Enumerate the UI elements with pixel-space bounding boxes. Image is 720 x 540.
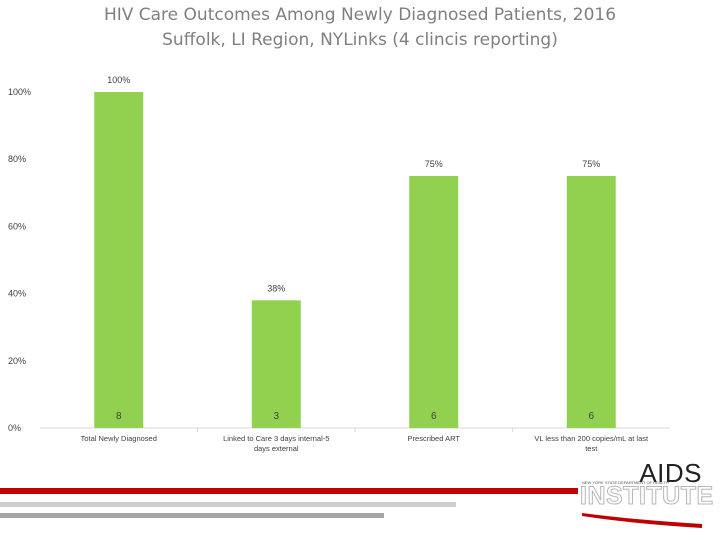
- footer-gray-bar-2: [0, 513, 384, 518]
- logo-tagline: NEW YORK STATE DEPARTMENT OF HEALTH: [582, 480, 669, 485]
- logo-aids-text: AIDS: [639, 458, 702, 488]
- y-tick-label: 0%: [8, 423, 21, 433]
- x-category-label-line: test: [585, 444, 598, 453]
- bar-count-label: 6: [588, 411, 594, 422]
- x-category-label-line: Linked to Care 3 days internal-5: [223, 434, 329, 443]
- y-tick-label: 20%: [8, 356, 26, 366]
- logo-institute-text: INSTITUTE: [580, 482, 714, 511]
- bar-value-label: 75%: [582, 159, 600, 169]
- logo-swoosh-icon: [582, 513, 702, 528]
- bar-value-label: 100%: [107, 75, 130, 85]
- x-category-label-line: Total Newly Diagnosed: [81, 434, 157, 443]
- bar-value-label: 75%: [425, 159, 443, 169]
- aids-institute-logo: AIDS NEW YORK STATE DEPARTMENT OF HEALTH…: [580, 458, 714, 528]
- footer-red-bar: [0, 488, 578, 494]
- bar-value-label: 38%: [267, 283, 285, 293]
- x-category-label: VL less than 200 copies/mL at last test: [534, 434, 649, 453]
- y-tick-label: 100%: [8, 87, 31, 97]
- y-tick-label: 40%: [8, 289, 26, 299]
- x-category-label: Total Newly Diagnosed: [81, 434, 157, 443]
- bar-count-label: 8: [116, 411, 122, 422]
- x-category-label: Linked to Care 3 days internal-5 days ext…: [223, 434, 329, 453]
- x-category-label-line: VL less than 200 copies/mL at last: [534, 434, 649, 443]
- y-tick-label: 80%: [8, 154, 26, 164]
- x-category-label-line: days external: [254, 444, 299, 453]
- x-category-label: Prescribed ART: [408, 434, 461, 443]
- bar-count-label: 3: [273, 411, 279, 422]
- chart-subtitle: Suffolk, LI Region, NYLinks (4 clincis r…: [162, 30, 558, 50]
- bar: [409, 176, 459, 428]
- x-category-label-line: Prescribed ART: [408, 434, 461, 443]
- chart-title: HIV Care Outcomes Among Newly Diagnosed …: [103, 5, 617, 25]
- bar: [251, 300, 301, 428]
- bar: [566, 176, 616, 428]
- bar-count-label: 6: [431, 411, 437, 422]
- footer-gray-bar-1: [0, 502, 456, 507]
- bar: [94, 92, 144, 428]
- y-tick-label: 60%: [8, 221, 26, 231]
